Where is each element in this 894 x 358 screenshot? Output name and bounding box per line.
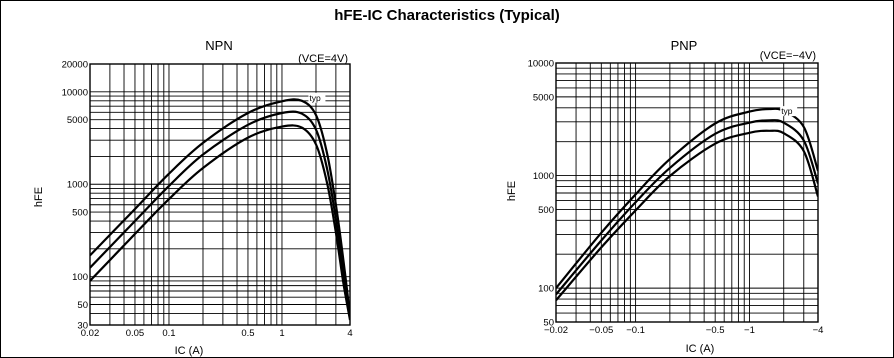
chart-pnp-ytick-label: 100 (538, 284, 554, 295)
chart-npn-ytick-label: 20000 (62, 60, 88, 71)
chart-pnp-xlabel: IC (A) (686, 343, 715, 355)
chart-npn: NPN (VCE=4V) IC (A) hFE 0.02 0.05 0.1 0.5 1 4… (33, 38, 353, 357)
chart-npn-curves (90, 98, 350, 321)
chart-npn-xtick-label: 4 (347, 328, 352, 339)
chart-npn-ytick-label: 500 (72, 208, 88, 219)
chart-pnp-curves (556, 107, 818, 302)
chart-pnp-xtick-label: −0.05 (589, 325, 613, 336)
chart-pnp-ytick-label: 5000 (533, 92, 554, 103)
chart-npn-xtick-label: 1 (279, 328, 284, 339)
chart-pnp-ytick-label: 50 (543, 318, 554, 329)
chart-pnp: PNP (VCE=−4V) IC (A) hFE −0.02 −0.05 −0.1 −… (506, 38, 823, 355)
chart-pnp-xtick-label: −0.02 (544, 325, 568, 336)
chart-pnp-series-3-line (556, 129, 818, 302)
chart-pnp-xtick-label: −0.5 (706, 325, 725, 336)
chart-npn-xtick-label: 0.5 (241, 328, 254, 339)
chart-pnp-typ-bg (780, 106, 798, 117)
chart-npn-grid (90, 64, 350, 325)
chart-pnp-series-1-line (556, 107, 818, 289)
chart-npn-series-3-line (90, 124, 350, 321)
chart-pnp-ytick-label: 500 (538, 205, 554, 216)
chart-npn-title: NPN (205, 38, 232, 53)
chart-npn-ytick-label: 50 (77, 300, 88, 311)
chart-pnp-xtick-label: −0.1 (626, 325, 645, 336)
chart-pnp-xtick-label: −4 (813, 325, 824, 336)
chart-pnp-typ-label: typ (781, 106, 793, 116)
chart-npn-ytick-label: 5000 (67, 115, 88, 126)
chart-npn-ytick-label: 1000 (67, 180, 88, 191)
chart-npn-xtick-label: 0.05 (126, 328, 145, 339)
chart-pnp-ytick-label: 10000 (528, 59, 554, 70)
chart-npn-ytick-label: 100 (72, 272, 88, 283)
chart-npn-typ-bg (308, 92, 326, 103)
chart-npn-condition: (VCE=4V) (298, 53, 348, 65)
chart-npn-typ-label: typ (309, 93, 321, 103)
chart-npn-plot-area (89, 63, 351, 326)
chart-pnp-xtick-label: −1 (744, 325, 755, 336)
chart-npn-ytick-label: 30 (77, 321, 88, 332)
chart-pnp-ylabel: hFE (506, 181, 518, 201)
chart-npn-xtick-label: 0.1 (162, 328, 175, 339)
chart-npn-ytick-label: 10000 (62, 87, 88, 98)
chart-npn-series-1-line (90, 98, 350, 316)
chart-pnp-grid (556, 63, 818, 322)
chart-npn-ylabel: hFE (33, 187, 45, 207)
chart-pnp-condition: (VCE=−4V) (760, 50, 816, 62)
chart-pnp-plot-area (555, 62, 819, 323)
chart-npn-series-2-line (90, 110, 350, 318)
chart-npn-xtick-label: 0.02 (81, 328, 100, 339)
figure-title: hFE-IC Characteristics (Typical) (334, 7, 560, 24)
chart-pnp-title: PNP (671, 38, 698, 53)
chart-pnp-series-2-line (556, 119, 818, 296)
chart-pnp-ytick-label: 1000 (533, 171, 554, 182)
chart-npn-xlabel: IC (A) (175, 345, 204, 357)
